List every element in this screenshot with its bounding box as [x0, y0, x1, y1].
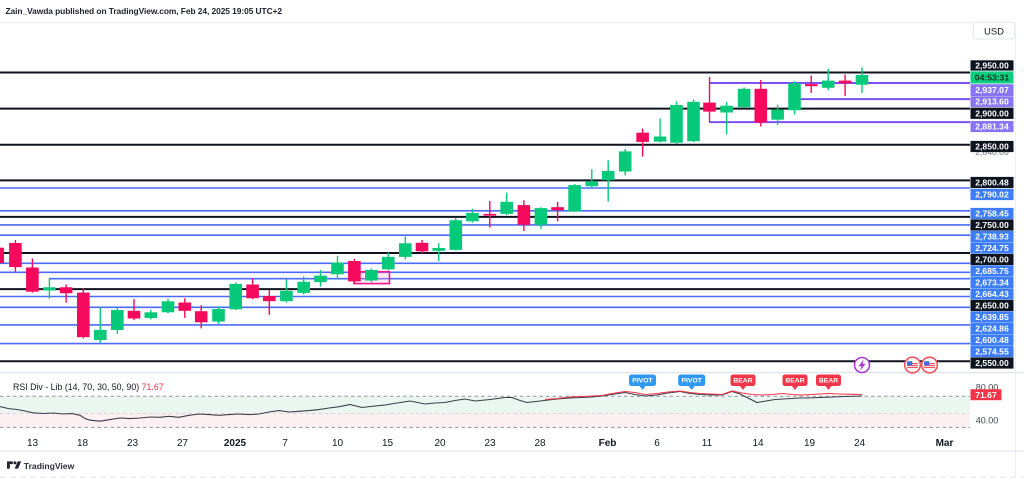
svg-text:2,664.43: 2,664.43 [975, 289, 1009, 299]
svg-text:6: 6 [654, 438, 660, 449]
svg-text:23: 23 [484, 438, 496, 449]
svg-text:15: 15 [382, 438, 394, 449]
svg-text:2,650.00: 2,650.00 [975, 301, 1009, 311]
svg-text:2,913.60: 2,913.60 [975, 97, 1009, 107]
svg-text:2,639.85: 2,639.85 [975, 312, 1009, 322]
svg-text:BEAR: BEAR [733, 378, 752, 385]
svg-text:BEAR: BEAR [785, 378, 804, 385]
svg-text:28: 28 [534, 438, 546, 449]
svg-text:TradingView: TradingView [24, 461, 75, 471]
svg-text:10: 10 [332, 438, 344, 449]
svg-text:Feb: Feb [599, 438, 617, 449]
svg-text:USD: USD [984, 27, 1004, 38]
svg-text:2,790.02: 2,790.02 [975, 190, 1009, 200]
svg-text:14: 14 [752, 438, 764, 449]
svg-text:2,881.34: 2,881.34 [975, 122, 1009, 132]
svg-text:24: 24 [854, 438, 866, 449]
svg-text:2,750.00: 2,750.00 [975, 220, 1009, 230]
svg-text:2,574.55: 2,574.55 [975, 347, 1009, 357]
svg-text:2,950.00: 2,950.00 [975, 61, 1009, 71]
svg-text:2,550.00: 2,550.00 [975, 358, 1009, 368]
svg-text:71.67: 71.67 [975, 390, 997, 400]
svg-text:2,673.34: 2,673.34 [975, 278, 1009, 288]
svg-text:04:53:31: 04:53:31 [975, 73, 1010, 83]
svg-text:2,937.07: 2,937.07 [975, 85, 1009, 95]
svg-text:2,758.45: 2,758.45 [975, 209, 1009, 219]
svg-text:2,600.48: 2,600.48 [975, 335, 1009, 345]
svg-text:Zain_Vawda published on Tradin: Zain_Vawda published on TradingView.com,… [6, 6, 283, 16]
svg-text:PIVOT: PIVOT [681, 378, 702, 385]
svg-text:2,900.00: 2,900.00 [975, 108, 1009, 118]
svg-text:2,724.75: 2,724.75 [975, 243, 1009, 253]
svg-text:40.00: 40.00 [976, 416, 999, 426]
svg-text:23: 23 [127, 438, 139, 449]
svg-text:7: 7 [282, 438, 288, 449]
svg-text:PIVOT: PIVOT [632, 378, 653, 385]
svg-text:2,624.86: 2,624.86 [975, 324, 1009, 334]
svg-text:RSI Div - Lib (14, 70, 30, 50,: RSI Div - Lib (14, 70, 30, 50, 90) 71.67 [13, 382, 164, 392]
svg-text:20: 20 [434, 438, 446, 449]
svg-text:18: 18 [77, 438, 89, 449]
svg-text:11: 11 [702, 438, 713, 449]
svg-text:BEAR: BEAR [819, 378, 838, 385]
svg-text:27: 27 [177, 438, 189, 449]
svg-text:19: 19 [804, 438, 816, 449]
svg-text:2,850.00: 2,850.00 [975, 142, 1009, 152]
svg-text:2,738.93: 2,738.93 [975, 232, 1009, 242]
svg-text:2025: 2025 [224, 438, 247, 449]
svg-text:80.00: 80.00 [976, 383, 999, 393]
svg-text:Mar: Mar [936, 438, 954, 449]
svg-text:2,685.75: 2,685.75 [975, 266, 1009, 276]
svg-text:2,700.00: 2,700.00 [975, 255, 1009, 265]
svg-text:13: 13 [27, 438, 39, 449]
svg-text:2,800.48: 2,800.48 [975, 178, 1009, 188]
